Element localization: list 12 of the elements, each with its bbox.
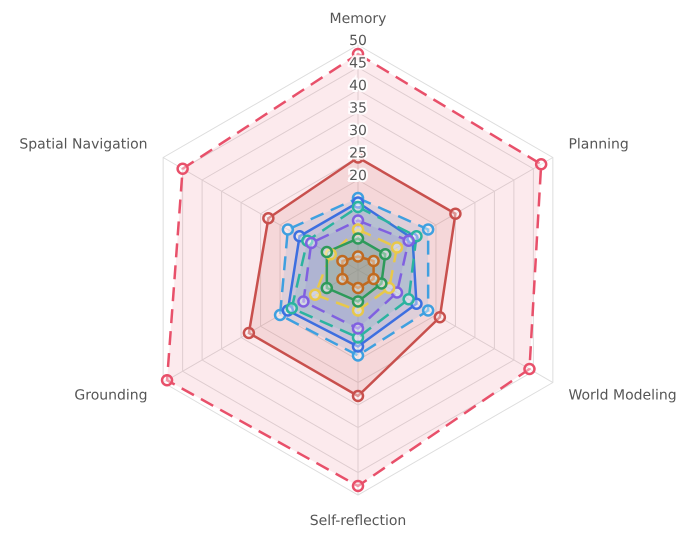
y-tick-label: 45 bbox=[349, 56, 367, 72]
spoke-label: Spatial Navigation bbox=[19, 136, 148, 152]
y-tick-label: 35 bbox=[349, 100, 367, 116]
spoke-label: Self-reflection bbox=[310, 513, 406, 529]
spoke-label: Planning bbox=[568, 136, 629, 152]
y-tick-label: 30 bbox=[349, 123, 367, 139]
y-tick-label: 50 bbox=[349, 33, 367, 49]
spoke-label: Grounding bbox=[74, 388, 148, 404]
y-tick-label: 40 bbox=[349, 78, 367, 94]
spoke-label: Memory bbox=[330, 11, 386, 27]
spoke-label: World Modeling bbox=[568, 388, 677, 404]
y-tick-label: 20 bbox=[349, 168, 367, 184]
